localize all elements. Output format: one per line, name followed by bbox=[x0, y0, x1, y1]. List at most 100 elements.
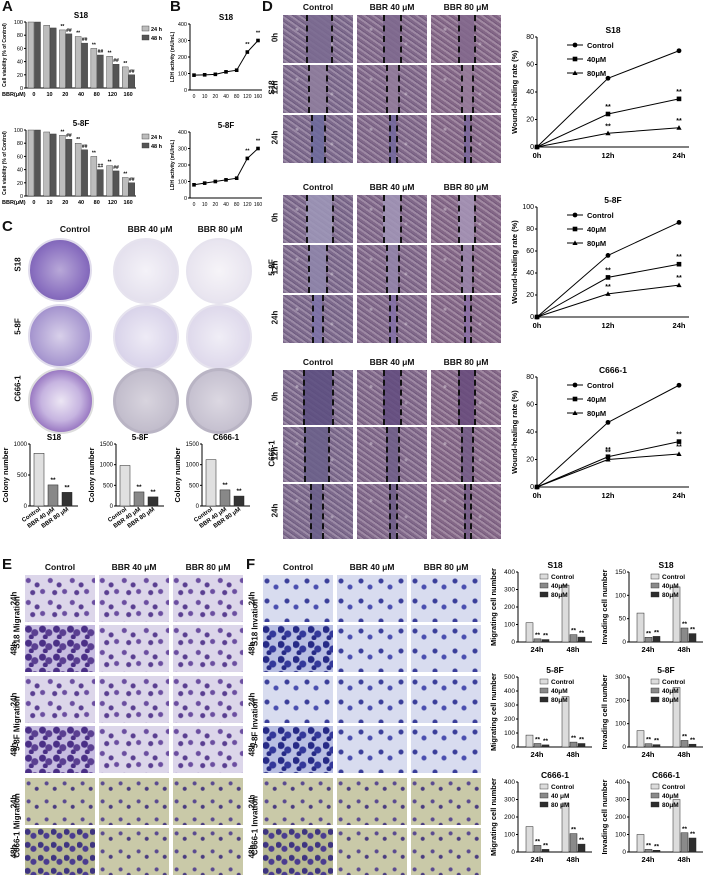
legend-swatch bbox=[650, 687, 660, 694]
y-tick-label: 80 bbox=[17, 141, 23, 147]
data-point bbox=[245, 50, 250, 54]
data-point bbox=[605, 419, 611, 425]
colony-dish-c666-control bbox=[28, 368, 94, 434]
wound-edge-line bbox=[400, 370, 403, 425]
bar-80μM-24h bbox=[652, 850, 661, 853]
data-point bbox=[676, 261, 682, 267]
y-tick-label: 0 bbox=[530, 314, 534, 321]
wound-image-c666-h12-control bbox=[282, 426, 354, 483]
migration-image-1-h24-control bbox=[24, 675, 96, 724]
wound-edge-line bbox=[396, 295, 399, 343]
y-tick-label: 300 bbox=[504, 702, 515, 709]
chart-title: S18 bbox=[74, 11, 89, 20]
legend-label: 48 h bbox=[151, 144, 163, 150]
wound-edge-line bbox=[309, 484, 312, 539]
legend-label: 80 μM bbox=[551, 802, 569, 809]
d-row-h24: 24h bbox=[270, 503, 280, 517]
y-tick-label: 0 bbox=[511, 639, 515, 646]
significance-label: ** bbox=[571, 827, 577, 834]
y-axis-label: Wound-healing rate (%) bbox=[510, 50, 519, 134]
wound-image-s18-h24-control bbox=[282, 114, 354, 164]
wound-gap bbox=[312, 295, 322, 343]
migration-row-h24: 24h bbox=[9, 591, 19, 606]
y-tick-label: 100 bbox=[504, 730, 515, 737]
invation-image-0-h24-bbr40 bbox=[336, 574, 408, 623]
y-tick-label: 1000 bbox=[186, 463, 200, 469]
significance-label: ** bbox=[108, 160, 112, 166]
wound-gap bbox=[302, 370, 332, 425]
migration-image-0-h48-control bbox=[24, 624, 96, 673]
data-point bbox=[534, 144, 540, 149]
significance-label: ** bbox=[571, 735, 577, 742]
invation-image-0-h24-control bbox=[262, 574, 334, 623]
y-axis-label: Cell viability (% of Control) bbox=[2, 131, 8, 195]
wound-image-s58f-h0-control bbox=[282, 194, 354, 244]
data-point bbox=[224, 178, 228, 182]
legend-label: 40μM bbox=[587, 55, 606, 64]
legend-label: 80μM bbox=[662, 697, 679, 704]
d-header-control: Control bbox=[302, 182, 334, 192]
c-row-s18: S18 bbox=[13, 257, 23, 272]
legend-label: 24 h bbox=[151, 27, 163, 33]
y-axis-label: Colony number bbox=[87, 447, 96, 502]
c-header-bbr40: BBR 40 μM bbox=[127, 224, 173, 234]
x-tick-label: 12h bbox=[602, 321, 615, 330]
y-tick-label: 100 bbox=[178, 180, 187, 186]
bar-40μM-24h bbox=[533, 845, 542, 853]
invation-image-0-h24-bbr80 bbox=[410, 574, 482, 623]
legend-label: 40μM bbox=[587, 225, 606, 234]
d-row-h24: 24h bbox=[270, 310, 280, 325]
significance-label: ** bbox=[535, 632, 541, 639]
chart-c666-invading: 0 100 200 300 400 Invading cell number C666-1 *… bbox=[600, 770, 703, 864]
wound-gap bbox=[311, 115, 324, 163]
significance-label: ** bbox=[245, 148, 250, 154]
wound-edge-line bbox=[398, 427, 401, 482]
wound-edge-line bbox=[458, 370, 461, 425]
bar-48h-120 bbox=[112, 170, 120, 197]
invation-image-1-h24-bbr80 bbox=[410, 675, 482, 724]
legend-marker bbox=[572, 240, 578, 245]
bar-2 bbox=[147, 496, 159, 507]
data-point bbox=[213, 179, 218, 184]
colony-dish-58f-bbr40 bbox=[113, 304, 179, 370]
legend-label: 40μM bbox=[662, 688, 679, 695]
wound-edge-line bbox=[398, 245, 401, 293]
migration-row-h48: 48h bbox=[9, 844, 19, 859]
migration-header-bbr40: BBR 40 μM bbox=[111, 562, 157, 572]
x-tick-label: 48h bbox=[678, 645, 691, 654]
wound-edge-line bbox=[322, 484, 325, 539]
legend-label: Control bbox=[662, 679, 685, 686]
bar-40μM-24h bbox=[533, 743, 542, 748]
data-point bbox=[605, 75, 611, 81]
legend-swatch bbox=[650, 582, 660, 589]
bar-24h-80 bbox=[90, 156, 98, 197]
wound-gap bbox=[461, 427, 473, 482]
legend-swatch bbox=[650, 573, 660, 580]
x-tick-label: 0 bbox=[32, 200, 35, 206]
wound-image-s18-h0-bbr40 bbox=[356, 14, 428, 64]
y-tick-label: 0 bbox=[530, 144, 534, 151]
wound-edge-line bbox=[458, 15, 461, 63]
y-tick-label: 100 bbox=[14, 20, 23, 26]
bar-24h-10 bbox=[43, 131, 50, 197]
migration-image-2-h24-bbr80 bbox=[172, 777, 244, 826]
bar-40μM-48h bbox=[569, 833, 578, 853]
bar-Control-48h bbox=[561, 802, 570, 853]
wound-edge-line bbox=[472, 65, 475, 113]
y-tick-label: 60 bbox=[526, 248, 534, 255]
significance-label: ## bbox=[129, 69, 135, 75]
data-point bbox=[256, 38, 260, 43]
y-tick-label: 100 bbox=[615, 721, 626, 728]
x-tick-label: 24h bbox=[531, 855, 544, 864]
legend-label: Control bbox=[587, 41, 614, 50]
y-tick-label: 20 bbox=[526, 457, 534, 464]
wound-image-s18-h12-bbr80 bbox=[430, 64, 502, 114]
legend-label: Control bbox=[587, 211, 614, 220]
significance-label: ## bbox=[82, 37, 88, 43]
d-header-bbr40: BBR 40 μM bbox=[369, 357, 415, 367]
bar-Control-24h bbox=[636, 612, 645, 643]
y-tick-label: 20 bbox=[526, 292, 534, 299]
